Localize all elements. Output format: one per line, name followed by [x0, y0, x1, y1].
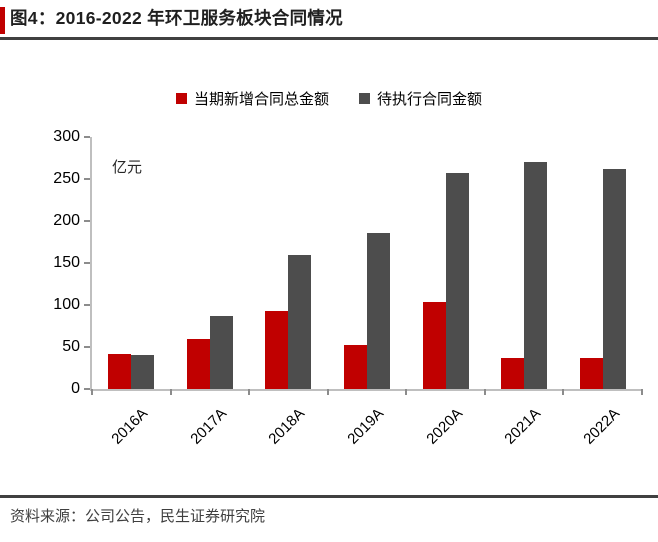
- y-tick-mark: [84, 136, 90, 138]
- bar-group: [92, 137, 171, 389]
- bar-groups: [92, 137, 642, 389]
- x-tick-label: 2022A: [580, 405, 623, 448]
- figure-title: 图4：2016-2022 年环卫服务板块合同情况: [10, 8, 343, 28]
- bar: [501, 357, 525, 389]
- y-axis-labels: 0 50 100 150 200 250 300: [0, 129, 80, 397]
- x-tick-mark: [562, 389, 565, 395]
- bar: [108, 353, 132, 389]
- legend-label: 待执行合同金额: [377, 90, 483, 108]
- x-tick-mark: [169, 389, 172, 395]
- bar-group: [485, 137, 564, 389]
- y-axis-unit-label: 亿元: [112, 159, 143, 176]
- x-tick-mark: [91, 389, 93, 395]
- x-tick-mark: [405, 389, 408, 395]
- bar: [344, 345, 368, 389]
- y-tick-label: 50: [62, 338, 80, 355]
- legend-label: 当期新增合同总金额: [193, 90, 329, 108]
- bar: [367, 232, 391, 389]
- footer-rule: [0, 495, 658, 498]
- source-note: 资料来源：公司公告，民生证券研究院: [10, 508, 266, 525]
- bar-group: [406, 137, 485, 389]
- y-tick-mark: [84, 262, 90, 264]
- y-tick-mark: [84, 346, 90, 348]
- bar: [422, 302, 446, 389]
- x-tick-mark: [326, 389, 329, 395]
- y-tick-mark: [84, 178, 90, 180]
- x-tick-mark: [248, 389, 251, 395]
- x-tick-label: 2020A: [422, 405, 466, 448]
- y-tick-label: 150: [53, 254, 80, 271]
- legend-swatch: [175, 92, 187, 104]
- y-tick-label: 200: [53, 212, 80, 229]
- x-tick-mark: [641, 389, 643, 395]
- x-tick-label: 2019A: [344, 405, 388, 448]
- title-accent-bar: [0, 7, 5, 34]
- legend-swatch: [359, 92, 370, 104]
- y-tick-label: 300: [53, 128, 80, 145]
- y-tick-mark: [84, 220, 90, 222]
- bar: [265, 310, 289, 389]
- x-tick-label: 2017A: [187, 405, 230, 448]
- bar: [209, 315, 233, 389]
- y-tick-label: 250: [53, 170, 80, 187]
- legend-item: 当期新增合同总金额: [175, 88, 329, 109]
- y-tick-mark: [84, 388, 90, 390]
- x-axis-labels: 2016A 2017A 2018A 2019A 2020A 2021A 2022A: [90, 395, 650, 465]
- y-tick-label: 100: [53, 296, 80, 313]
- bar: [288, 254, 312, 389]
- legend-item: 待执行合同金额: [359, 88, 482, 109]
- x-tick-label: 2021A: [501, 405, 545, 448]
- x-tick-label: 2016A: [108, 405, 152, 448]
- bar: [524, 162, 548, 389]
- x-tick-mark: [483, 389, 486, 395]
- chart-legend: 当期新增合同总金额 待执行合同金额: [0, 88, 658, 108]
- bar: [186, 339, 210, 389]
- y-tick-label: 0: [71, 380, 80, 397]
- bar: [602, 168, 626, 389]
- bar-group: [328, 137, 407, 389]
- bar-group: [171, 137, 250, 389]
- title-underline: [0, 37, 658, 40]
- bar: [445, 173, 469, 389]
- y-tick-mark: [84, 304, 90, 306]
- plot-area: [84, 136, 643, 395]
- bar: [579, 357, 603, 389]
- bar: [131, 355, 155, 389]
- x-tick-label: 2018A: [265, 405, 309, 448]
- bar-group: [249, 137, 328, 389]
- bar-group: [563, 137, 642, 389]
